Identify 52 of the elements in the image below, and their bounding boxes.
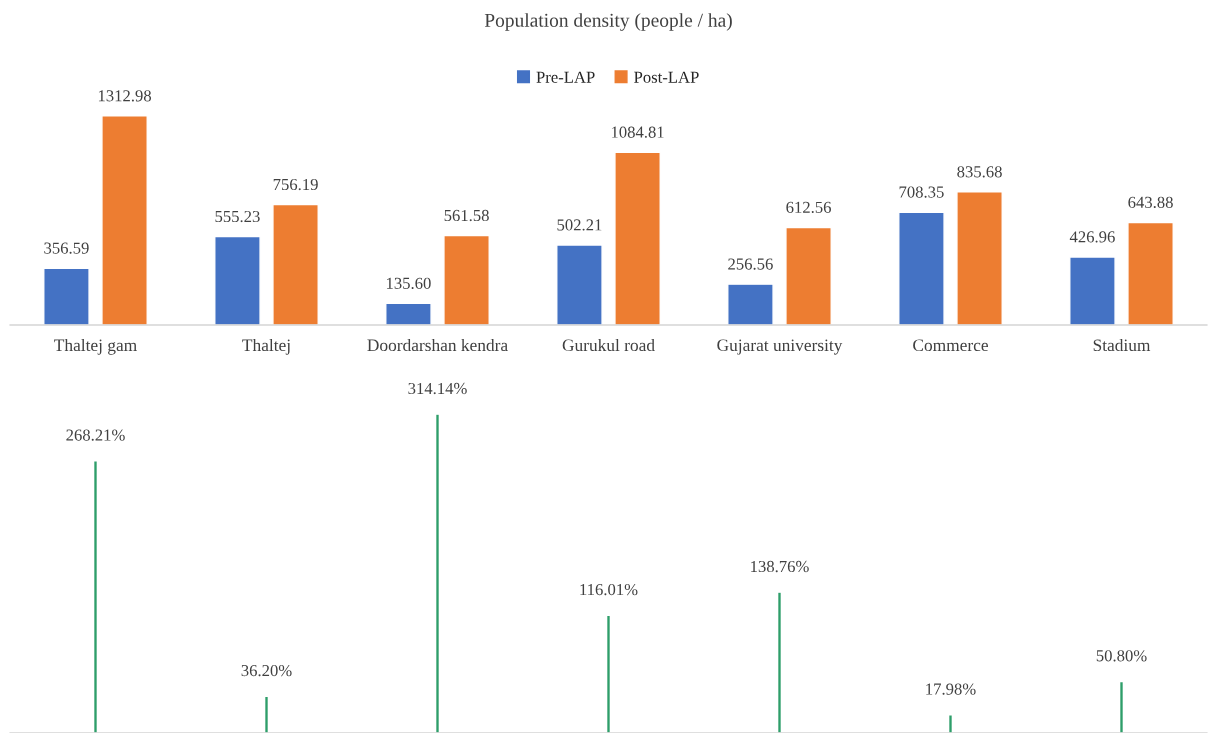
bar <box>434 413 441 733</box>
data-label: 314.14% <box>408 382 467 395</box>
bar <box>1069 256 1116 325</box>
bar <box>956 191 1003 325</box>
data-label: 116.01% <box>580 583 638 596</box>
data-label: 138.76% <box>751 560 809 573</box>
bar <box>214 235 261 325</box>
bar <box>385 302 432 325</box>
data-label: 708.35 <box>899 186 944 198</box>
bar <box>785 226 832 325</box>
data-label: 612.56 <box>786 201 831 214</box>
data-label: 555.23 <box>215 210 260 223</box>
bar <box>614 151 661 325</box>
bar <box>443 234 490 325</box>
x-tick-label: Commerce <box>913 339 988 352</box>
data-label: 256.56 <box>728 258 773 270</box>
data-label: 135.60 <box>386 277 431 289</box>
x-tick-label: Doordarshan kendra <box>367 338 508 352</box>
x-tick-label: Gujarat university <box>717 339 843 355</box>
bar <box>1118 680 1125 733</box>
bar <box>263 695 270 733</box>
data-label: 17.98% <box>926 683 976 695</box>
data-label: 1084.81 <box>611 126 664 138</box>
data-label: 1312.98 <box>98 90 152 102</box>
bar <box>947 714 954 733</box>
data-label: 561.58 <box>444 209 489 222</box>
data-label: 502.21 <box>557 219 602 231</box>
bar <box>272 203 319 325</box>
x-tick-label: Thaltej <box>242 338 290 355</box>
chart-title: Population density (people / ha) <box>484 13 732 31</box>
data-label: 50.80% <box>1096 650 1147 662</box>
x-tick-label: Stadium <box>1093 338 1151 352</box>
bar <box>727 283 774 325</box>
data-label: 36.20% <box>241 664 292 677</box>
data-label: 356.59 <box>44 242 89 254</box>
legend-label: Pre-LAP <box>536 71 595 83</box>
x-tick-label: Gurukul road <box>562 338 655 352</box>
data-label: 268.21% <box>66 429 125 441</box>
bar <box>1127 221 1174 325</box>
bar <box>43 267 90 325</box>
bar <box>556 244 603 325</box>
legend-label: Post-LAP <box>634 71 699 83</box>
data-label: 426.96 <box>1069 231 1115 243</box>
bar <box>605 614 612 733</box>
bar <box>898 211 945 325</box>
data-label: 756.19 <box>273 178 318 191</box>
bar <box>92 460 99 733</box>
bar <box>101 115 148 325</box>
data-label: 643.88 <box>1128 196 1173 209</box>
data-label: 835.68 <box>957 166 1002 178</box>
bar <box>776 591 783 733</box>
x-tick-label: Thaltej gam <box>54 338 137 355</box>
